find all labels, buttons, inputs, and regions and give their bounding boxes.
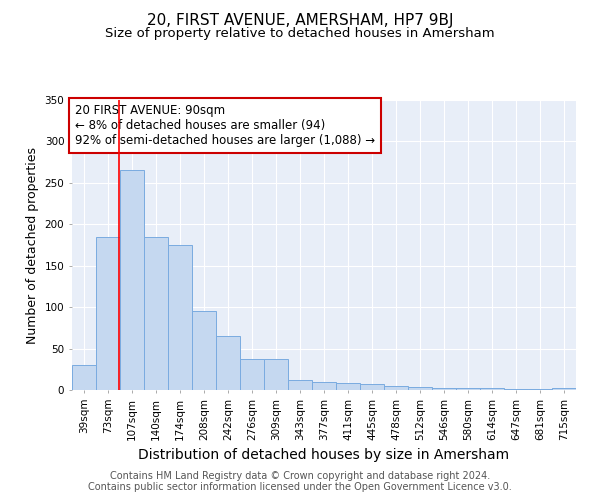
Bar	[384, 386, 408, 390]
Bar	[288, 380, 312, 390]
Y-axis label: Number of detached properties: Number of detached properties	[26, 146, 39, 344]
Bar	[504, 389, 528, 390]
Bar	[552, 388, 576, 390]
Text: Contains public sector information licensed under the Open Government Licence v3: Contains public sector information licen…	[88, 482, 512, 492]
Bar	[432, 388, 456, 390]
Bar	[240, 358, 264, 390]
X-axis label: Distribution of detached houses by size in Amersham: Distribution of detached houses by size …	[139, 448, 509, 462]
Bar	[312, 382, 336, 390]
Bar	[528, 389, 552, 390]
Bar	[72, 365, 96, 390]
Text: Size of property relative to detached houses in Amersham: Size of property relative to detached ho…	[105, 28, 495, 40]
Bar	[408, 386, 432, 390]
Bar	[264, 358, 288, 390]
Bar	[216, 336, 240, 390]
Bar	[480, 388, 504, 390]
Bar	[144, 236, 168, 390]
Text: 20 FIRST AVENUE: 90sqm
← 8% of detached houses are smaller (94)
92% of semi-deta: 20 FIRST AVENUE: 90sqm ← 8% of detached …	[74, 104, 374, 148]
Bar	[120, 170, 144, 390]
Bar	[456, 388, 480, 390]
Bar	[336, 384, 360, 390]
Bar	[96, 236, 120, 390]
Bar	[360, 384, 384, 390]
Bar	[192, 312, 216, 390]
Bar	[168, 245, 192, 390]
Text: 20, FIRST AVENUE, AMERSHAM, HP7 9BJ: 20, FIRST AVENUE, AMERSHAM, HP7 9BJ	[147, 12, 453, 28]
Text: Contains HM Land Registry data © Crown copyright and database right 2024.: Contains HM Land Registry data © Crown c…	[110, 471, 490, 481]
